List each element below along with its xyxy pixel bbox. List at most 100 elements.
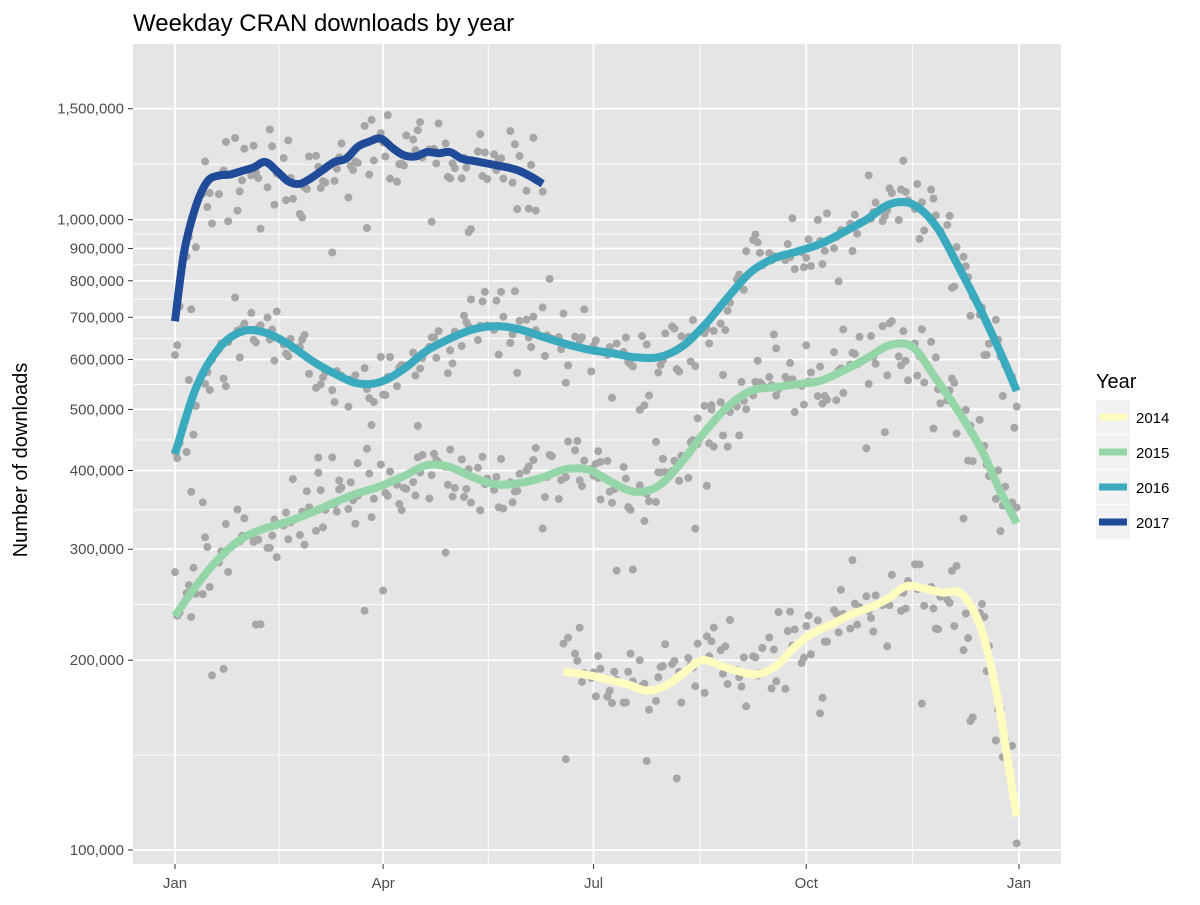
data-point xyxy=(466,225,475,234)
data-point xyxy=(515,151,524,160)
data-point xyxy=(305,369,314,378)
data-point xyxy=(658,454,667,463)
data-point xyxy=(265,125,274,134)
data-point xyxy=(853,229,862,238)
data-point xyxy=(959,646,968,655)
data-point xyxy=(337,483,346,492)
data-point xyxy=(786,359,795,368)
data-point xyxy=(806,368,815,377)
data-point xyxy=(587,367,596,376)
legend-item-2016: 2016 xyxy=(1096,470,1169,504)
data-point xyxy=(670,656,679,665)
data-point xyxy=(429,333,438,342)
data-point xyxy=(351,371,360,380)
y-tick-label: 200,000 xyxy=(70,652,124,669)
data-point xyxy=(575,623,584,632)
data-point xyxy=(344,402,353,411)
data-point xyxy=(769,645,778,654)
data-point xyxy=(1012,402,1021,411)
chart-title: Weekday CRAN downloads by year xyxy=(133,10,514,37)
data-point xyxy=(473,336,482,345)
data-point xyxy=(448,359,457,368)
data-point xyxy=(915,234,924,243)
data-point xyxy=(365,170,374,179)
data-point xyxy=(917,699,926,708)
data-point xyxy=(571,649,580,658)
data-point xyxy=(700,688,709,697)
data-point xyxy=(205,189,214,198)
data-point xyxy=(492,473,501,482)
data-point xyxy=(804,235,813,244)
data-point xyxy=(813,215,822,224)
data-point xyxy=(723,306,732,315)
data-point xyxy=(709,623,718,632)
data-point xyxy=(996,527,1005,536)
data-point xyxy=(596,495,605,504)
data-point xyxy=(799,263,808,272)
data-point xyxy=(191,243,200,252)
data-point xyxy=(917,325,926,334)
data-point xyxy=(478,297,487,306)
data-point xyxy=(635,481,644,490)
data-point xyxy=(221,382,230,391)
data-point xyxy=(610,667,619,676)
data-point xyxy=(871,198,880,207)
data-point xyxy=(441,548,450,557)
data-point xyxy=(344,504,353,513)
data-point xyxy=(735,431,744,440)
data-point xyxy=(564,633,573,642)
data-point xyxy=(783,627,792,636)
data-point xyxy=(231,293,240,302)
data-point xyxy=(596,664,605,673)
data-point xyxy=(767,684,776,693)
data-point xyxy=(756,248,765,257)
data-point xyxy=(201,157,210,166)
data-point xyxy=(171,351,179,360)
data-point xyxy=(538,524,547,533)
data-point xyxy=(871,359,880,368)
data-point xyxy=(677,698,686,707)
data-point xyxy=(238,176,247,185)
data-point xyxy=(187,612,196,621)
data-point xyxy=(950,282,959,291)
data-point xyxy=(300,540,309,549)
data-point xyxy=(381,391,390,400)
data-point xyxy=(964,634,973,643)
data-point xyxy=(302,487,311,496)
data-point xyxy=(256,224,265,233)
data-point xyxy=(818,693,827,702)
data-point xyxy=(920,601,929,610)
data-point xyxy=(305,152,314,161)
data-point xyxy=(645,705,654,714)
data-point xyxy=(383,111,392,120)
data-point xyxy=(823,209,832,218)
data-point xyxy=(316,380,325,389)
data-point xyxy=(397,506,406,515)
data-point xyxy=(173,454,182,463)
data-point xyxy=(235,353,244,362)
data-point xyxy=(409,135,418,144)
data-point xyxy=(240,319,249,328)
data-point xyxy=(189,563,198,572)
data-point xyxy=(351,519,360,528)
data-point xyxy=(742,702,751,711)
data-point xyxy=(321,178,330,187)
data-point xyxy=(640,517,649,526)
data-point xyxy=(742,247,751,256)
data-point xyxy=(806,261,815,270)
data-point xyxy=(802,621,811,630)
data-point xyxy=(499,312,508,321)
data-point xyxy=(901,356,910,365)
data-point xyxy=(571,446,580,455)
data-point xyxy=(929,604,938,613)
data-point xyxy=(538,303,547,312)
data-point xyxy=(799,400,808,409)
data-point xyxy=(725,616,734,625)
data-point xyxy=(233,206,242,215)
data-point xyxy=(608,393,617,402)
data-point xyxy=(864,379,873,388)
data-point xyxy=(446,174,455,183)
data-point xyxy=(1012,503,1021,512)
data-point xyxy=(913,371,922,380)
data-point xyxy=(460,311,469,320)
